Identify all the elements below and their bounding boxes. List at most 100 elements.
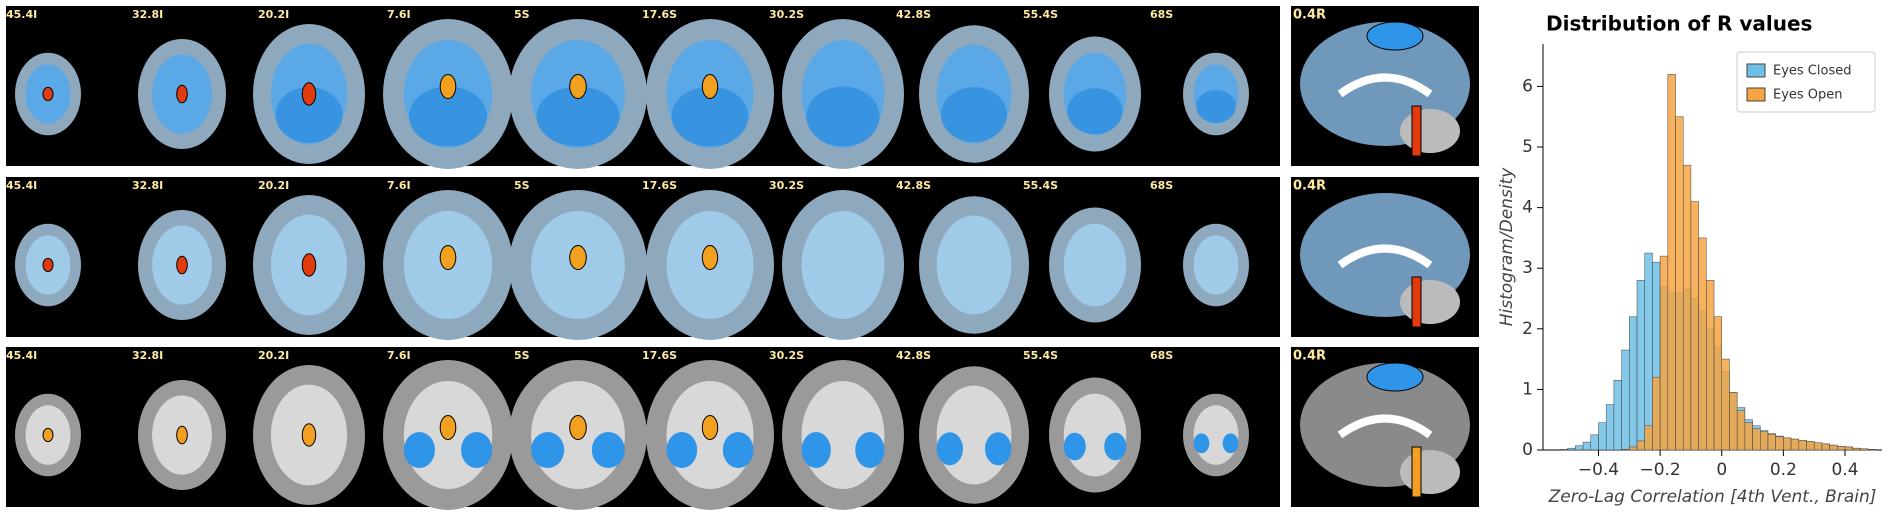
overlay [569, 245, 587, 270]
slice-label: 0.4R [1293, 349, 1326, 364]
slice-label: 45.4I [6, 349, 37, 362]
slice-label: 20.2I [258, 349, 289, 362]
histogram-bar [1682, 164, 1692, 451]
histogram-bar [1659, 255, 1669, 451]
slice-label: 5S [514, 349, 530, 362]
slice-label: 30.2S [769, 349, 804, 362]
overlay [409, 86, 487, 147]
slice-label: 68S [1150, 8, 1173, 21]
slice-label: 55.4S [1023, 179, 1058, 192]
histogram-bar [1567, 447, 1576, 451]
overlay [936, 432, 963, 466]
histogram-bar [1783, 437, 1792, 451]
histogram-bar [1690, 201, 1699, 451]
white-matter [801, 211, 885, 319]
histogram-bar [1775, 436, 1784, 451]
x-tick-label: 0.2 [1770, 460, 1797, 480]
histogram-bar [1790, 438, 1800, 451]
overlay [301, 423, 317, 447]
slice-label: 68S [1150, 349, 1173, 362]
slice-label: 42.8S [896, 179, 931, 192]
overlay [42, 257, 54, 273]
histogram-bar [1621, 349, 1630, 451]
histogram-bar [1813, 442, 1823, 451]
overlay [671, 86, 749, 147]
histogram-bar [1798, 440, 1807, 451]
overlay [666, 432, 698, 468]
histogram-bar [1721, 358, 1730, 451]
histogram-bar [1752, 428, 1761, 451]
histogram-bar [1636, 280, 1645, 451]
overlay [1193, 433, 1210, 454]
ventricle [1411, 276, 1422, 328]
overlay [439, 245, 457, 270]
y-tick-label: 0 [1522, 440, 1533, 460]
histogram-bar [1590, 434, 1599, 451]
x-tick-label: 0.4 [1831, 460, 1858, 480]
histogram-bar [1744, 422, 1753, 451]
overlay [176, 255, 188, 275]
slice-label: 0.4R [1293, 8, 1326, 23]
histogram-bar [1621, 449, 1630, 451]
corpus-callosum [1337, 73, 1433, 98]
slice-label: 20.2I [258, 179, 289, 192]
y-tick-label: 6 [1522, 76, 1533, 96]
histogram-bar [1767, 433, 1776, 451]
histogram-bar [1829, 444, 1838, 451]
histogram-bar [1706, 280, 1715, 451]
histogram-bar [1598, 422, 1607, 451]
overlay [591, 432, 625, 468]
slice-label: 30.2S [769, 179, 804, 192]
white-matter [1063, 223, 1127, 307]
legend-frame [1736, 51, 1876, 113]
slice-label: 7.6I [387, 349, 411, 362]
overlay [439, 415, 457, 440]
y-tick-label: 4 [1522, 198, 1533, 218]
cerebellum [1400, 280, 1460, 324]
slice-label: 42.8S [896, 8, 931, 21]
slice-label: 45.4I [6, 8, 37, 21]
slice-label: 32.8I [132, 8, 163, 21]
overlay [1067, 88, 1123, 135]
overlay [42, 427, 54, 443]
overlay [1222, 433, 1239, 454]
slice-label: 5S [514, 179, 530, 192]
histogram-bar [1837, 446, 1846, 451]
overlay [569, 74, 587, 99]
ventricle [1411, 446, 1422, 498]
histogram-bar [1613, 380, 1622, 451]
overlay [941, 87, 1007, 143]
overlay [855, 432, 885, 468]
histogram-bar [1629, 316, 1638, 451]
histogram-bar [1806, 441, 1815, 451]
legend-swatch [1746, 63, 1766, 78]
legend-label: Eyes Open [1773, 88, 1843, 103]
slice-label: 20.2I [258, 8, 289, 21]
overlay [275, 87, 343, 143]
overlay [301, 253, 317, 277]
slice-label: 55.4S [1023, 349, 1058, 362]
corpus-callosum [1337, 244, 1433, 269]
histogram-bar [1729, 392, 1738, 451]
slice-label: 55.4S [1023, 8, 1058, 21]
overlay [42, 86, 54, 102]
white-matter [1193, 235, 1239, 295]
histogram-bar [1652, 377, 1661, 451]
overlay [461, 432, 493, 468]
overlay [985, 432, 1012, 466]
histogram-bar [1736, 410, 1746, 451]
legend-swatch [1746, 87, 1766, 102]
overlay [701, 245, 719, 270]
overlay [176, 84, 188, 104]
overlay [1196, 89, 1236, 123]
legend-label: Eyes Closed [1773, 64, 1851, 79]
histogram-bar [1605, 404, 1615, 451]
slice-label: 17.6S [642, 8, 677, 21]
slice-label: 7.6I [387, 179, 411, 192]
y-tick-label: 5 [1522, 137, 1533, 157]
x-tick-label: −0.2 [1639, 460, 1680, 480]
slice-label: 30.2S [769, 8, 804, 21]
overlay [1366, 362, 1424, 392]
histogram-bar [1867, 449, 1877, 451]
cerebellum [1400, 450, 1460, 494]
